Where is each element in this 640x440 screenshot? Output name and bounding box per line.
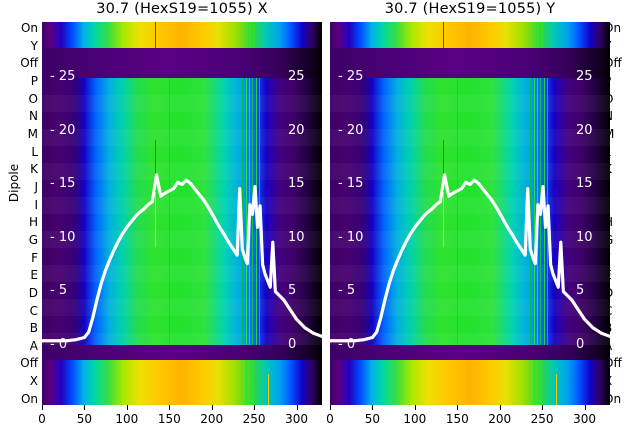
inner-y-tick-label: 25 <box>576 69 593 85</box>
x-axis-tick-label: 200 <box>200 412 224 426</box>
y-category-tick: On <box>20 391 38 406</box>
x-axis-right: 0 50 100 150 200 250 300 <box>326 405 610 439</box>
y-category-tick: Off <box>20 56 38 71</box>
y-category-tick: F <box>31 250 38 265</box>
y-category-tick: N <box>29 109 38 124</box>
inner-y-tick-label: - 25 <box>50 69 76 85</box>
y-category-ticks-left: On Y Off P O N M L K J I H G F E D C B A Off X On <box>4 22 38 405</box>
y-category-tick: C <box>29 303 38 318</box>
y-category-tick: L <box>31 144 38 159</box>
panel-title-x: 30.7 (HexS19=1055) X <box>96 1 268 17</box>
inner-y-tick-label: 15 <box>576 176 593 192</box>
x-axis-tick <box>254 405 256 410</box>
band-gap-lower-y <box>330 345 610 360</box>
y-category-tick: E <box>30 268 38 283</box>
overlay-curve-x <box>42 22 322 405</box>
inner-y-tick-label: - 10 <box>50 229 76 245</box>
x-axis-left: 0 50 100 150 200 250 300 <box>38 405 322 439</box>
x-axis-tick-label: 0 <box>326 412 334 426</box>
y-category-tick: P <box>30 73 38 88</box>
overlay-curve-svg <box>330 173 610 343</box>
band-gap-upper-x <box>42 48 322 78</box>
inner-y-tick-label: - 5 <box>50 283 68 299</box>
overlay-curve-svg <box>42 173 322 343</box>
inner-yticks-y-right: 25 20 15 10 5 0 <box>576 22 622 405</box>
y-category-tick: Off <box>20 356 38 371</box>
inner-y-tick-label: 0 <box>288 337 297 352</box>
y-category-tick: K <box>30 162 38 177</box>
overlay-curve-path <box>330 173 610 343</box>
inner-y-tick-label: - 15 <box>338 176 364 192</box>
y-category-tick: A <box>29 338 38 353</box>
x-axis-tick <box>211 405 213 410</box>
inner-y-tick-label: 25 <box>288 69 305 85</box>
inner-y-tick-label: 15 <box>288 176 305 192</box>
x-axis-tick <box>296 405 298 410</box>
inner-y-tick-label: 5 <box>288 283 297 299</box>
inner-y-tick-label: - 10 <box>338 229 364 245</box>
y-category-tick: B <box>29 321 38 336</box>
y-category-tick: G <box>28 232 38 247</box>
x-axis-tick-label: 150 <box>157 412 181 426</box>
x-axis-tick <box>542 405 544 410</box>
inner-y-tick-label: - 15 <box>50 176 76 192</box>
y-category-tick: Y <box>30 38 38 53</box>
y-category-tick: D <box>28 285 38 300</box>
x-axis-tick-label: 250 <box>242 412 266 426</box>
x-axis-tick <box>584 405 586 410</box>
inner-y-tick-label: 20 <box>576 122 593 138</box>
inner-y-tick-label: 20 <box>288 122 305 138</box>
y-category-tick: J <box>34 179 38 194</box>
x-axis-tick-label: 250 <box>530 412 554 426</box>
inner-y-tick-label: - 5 <box>338 283 356 299</box>
y-category-tick: I <box>34 197 38 212</box>
panel-title-y: 30.7 (HexS19=1055) Y <box>384 1 556 17</box>
x-axis-tick <box>42 405 43 410</box>
inner-yticks-x-right: 25 20 15 10 5 0 <box>288 22 334 405</box>
x-axis-tick <box>169 405 171 410</box>
overlay-curve-path <box>42 173 322 343</box>
x-axis-tick-label: 50 <box>76 412 93 426</box>
x-axis-tick-label: 200 <box>488 412 512 426</box>
x-axis-tick <box>126 405 128 410</box>
x-axis-tick-label: 300 <box>285 412 308 426</box>
overlay-curve-y <box>330 22 610 405</box>
x-axis-tick <box>457 405 459 410</box>
y-category-tick: On <box>20 21 38 35</box>
x-axis-tick-label: 50 <box>364 412 381 426</box>
x-axis-tick-label: 300 <box>573 412 596 426</box>
x-axis-tick-label: 150 <box>445 412 469 426</box>
x-axis-tick <box>84 405 86 410</box>
band-top-strip-y <box>330 22 610 48</box>
x-axis-tick <box>372 405 374 410</box>
band-top-strip-x <box>42 22 322 48</box>
band-bottom-strip-y <box>330 360 610 405</box>
y-category-tick: H <box>28 215 38 230</box>
inner-y-tick-label: 5 <box>576 283 585 299</box>
x-axis-tick <box>499 405 501 410</box>
x-axis-tick <box>414 405 416 410</box>
y-category-tick: O <box>28 91 38 106</box>
inner-y-tick-label: 10 <box>288 229 305 245</box>
x-axis-tick-label: 100 <box>115 412 139 426</box>
inner-y-tick-label: 0 <box>576 337 585 352</box>
band-gap-upper-y <box>330 48 610 78</box>
inner-y-tick-label: - 20 <box>338 122 364 138</box>
band-gap-lower-x <box>42 345 322 360</box>
inner-y-tick-label: - 20 <box>50 122 76 138</box>
inner-y-tick-label: 10 <box>576 229 593 245</box>
x-axis-tick-label: 0 <box>38 412 46 426</box>
band-bottom-strip-x <box>42 360 322 405</box>
x-axis-tick-label: 100 <box>403 412 427 426</box>
x-axis-tick <box>330 405 331 410</box>
inner-y-tick-label: - 25 <box>338 69 364 85</box>
y-category-tick: M <box>27 126 38 141</box>
y-category-tick: X <box>29 374 38 389</box>
